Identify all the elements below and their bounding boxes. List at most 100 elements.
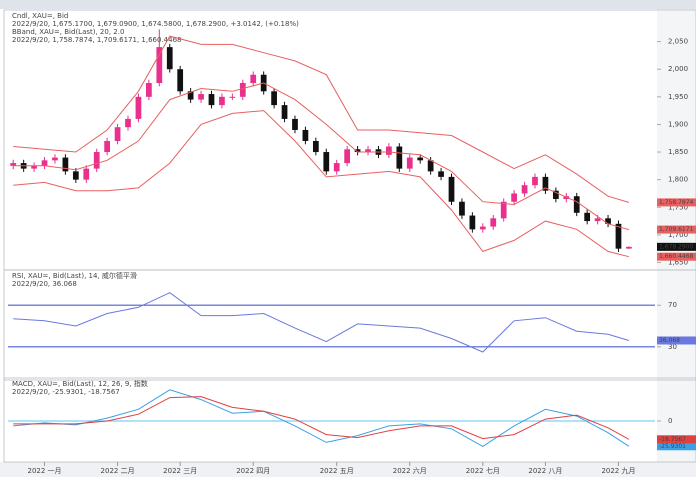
- y-tick-label: 2,000: [668, 65, 688, 73]
- y-tick-label: 1,850: [668, 148, 688, 156]
- candle-body: [83, 168, 90, 180]
- value-tag: [657, 442, 696, 451]
- candle-body: [41, 160, 48, 166]
- series-line: [13, 396, 630, 440]
- candle-body: [438, 171, 444, 177]
- panel-header: 2022/9/20, -25.9301, -18.7567: [12, 388, 120, 396]
- candle-body: [594, 218, 601, 222]
- value-tag-label: 1,758.7874: [659, 199, 694, 206]
- y-tick-label: 1,800: [668, 176, 688, 184]
- candle-body: [490, 218, 497, 227]
- candle-body: [271, 91, 277, 106]
- candle-body: [365, 149, 371, 153]
- candle-body: [52, 157, 58, 161]
- y-tick-label: 30: [668, 343, 677, 351]
- candle-body: [177, 69, 184, 92]
- candle-body: [302, 129, 309, 141]
- x-tick-label: 2022 八月: [528, 467, 562, 475]
- candle-body: [229, 96, 236, 98]
- candle-body: [156, 47, 163, 84]
- candle-body: [469, 215, 476, 230]
- x-tick-label: 2022 二月: [101, 467, 135, 475]
- y-tick-label: 1,900: [668, 120, 688, 128]
- series-line: [13, 389, 630, 447]
- candle-body: [386, 146, 392, 155]
- x-tick-label: 2022 五月: [320, 467, 354, 475]
- candle-body: [459, 201, 465, 216]
- candle-body: [354, 149, 361, 153]
- candle-body: [219, 96, 225, 106]
- panel-header: MACD, XAU=, Bid(Last), 12, 26, 9, 指数: [12, 379, 148, 388]
- series-line: [13, 110, 630, 258]
- candle-body: [626, 246, 632, 249]
- candle-body: [281, 105, 288, 119]
- value-tag: [657, 252, 696, 261]
- y-tick-label: 1,750: [668, 203, 688, 211]
- x-tick-label: 2022 三月: [163, 467, 197, 475]
- candle-body: [125, 118, 131, 128]
- candle-body: [93, 152, 100, 169]
- candle-body: [104, 141, 111, 153]
- candle-body: [323, 152, 330, 172]
- value-tag-label: 1,678.2900: [659, 243, 694, 250]
- value-tag-label: -25.9301: [659, 443, 686, 450]
- candle-body: [114, 127, 121, 141]
- panel-header: BBand, XAU=, Bid(Last), 20, 2.0: [12, 28, 124, 36]
- candle-body: [135, 96, 142, 119]
- title-bar: [0, 0, 696, 9]
- x-tick-label: 2022 七月: [466, 466, 500, 475]
- candle-body: [427, 160, 434, 172]
- value-tag: [657, 242, 696, 251]
- candle-body: [239, 83, 246, 97]
- candle-body: [479, 226, 486, 230]
- value-tag: [657, 336, 696, 345]
- x-tick-label: 2022 四月: [236, 467, 270, 475]
- series-line: [13, 82, 630, 231]
- panel-header: 2022/9/20, 36.068: [12, 280, 77, 288]
- candle-body: [344, 149, 351, 164]
- candle-body: [250, 74, 257, 84]
- value-tag-label: 1,709.6171: [659, 226, 694, 233]
- value-tag-label: -18.7567: [659, 436, 686, 443]
- candle-body: [500, 201, 507, 219]
- candle-body: [312, 141, 319, 153]
- x-tick-label: 2022 一月: [28, 467, 62, 475]
- candle-body: [10, 163, 17, 166]
- y-tick-label: 1,650: [668, 258, 688, 266]
- value-tag: [657, 225, 696, 234]
- y-tick-label: 2,050: [668, 38, 688, 46]
- candle-body: [198, 94, 204, 100]
- y-tick-label: 1,700: [668, 231, 688, 239]
- value-tag: [657, 198, 696, 207]
- candle-body: [448, 176, 455, 202]
- panel-header: RSI, XAU=, Bid(Last), 14, 威尔德平滑: [12, 271, 137, 280]
- candle-body: [552, 190, 559, 199]
- candle-body: [31, 165, 37, 169]
- candle-body: [146, 83, 152, 97]
- y-tick-label: 1,950: [668, 93, 688, 101]
- candle-body: [521, 185, 528, 194]
- candle-body: [417, 157, 424, 161]
- candle-body: [333, 163, 340, 172]
- candle-body: [406, 157, 413, 169]
- candle-body: [605, 218, 611, 224]
- candle-body: [166, 47, 173, 70]
- panel-header: Cndl, XAU=, Bid: [12, 12, 68, 20]
- y-tick-label: 70: [668, 301, 677, 309]
- x-tick-label: 2022 六月: [393, 466, 427, 475]
- x-tick-label: 2022 九月: [601, 466, 635, 475]
- candle-body: [396, 146, 403, 169]
- panel-border: [3, 269, 696, 381]
- panel-header: 2022/9/20, 1,675.1700, 1,679.0900, 1,674…: [12, 20, 299, 28]
- candle-body: [208, 94, 215, 106]
- candle-body: [62, 157, 69, 172]
- candle-body: [584, 212, 591, 222]
- y-tick-label: 0: [668, 417, 672, 425]
- panel-header: 2022/9/20, 1,758.7874, 1,709.6171, 1,660…: [12, 36, 181, 44]
- series-line: [13, 292, 630, 353]
- panel-border: [3, 377, 696, 463]
- candle-body: [292, 118, 298, 130]
- value-tag: [657, 435, 696, 444]
- x-axis-area: [0, 462, 696, 477]
